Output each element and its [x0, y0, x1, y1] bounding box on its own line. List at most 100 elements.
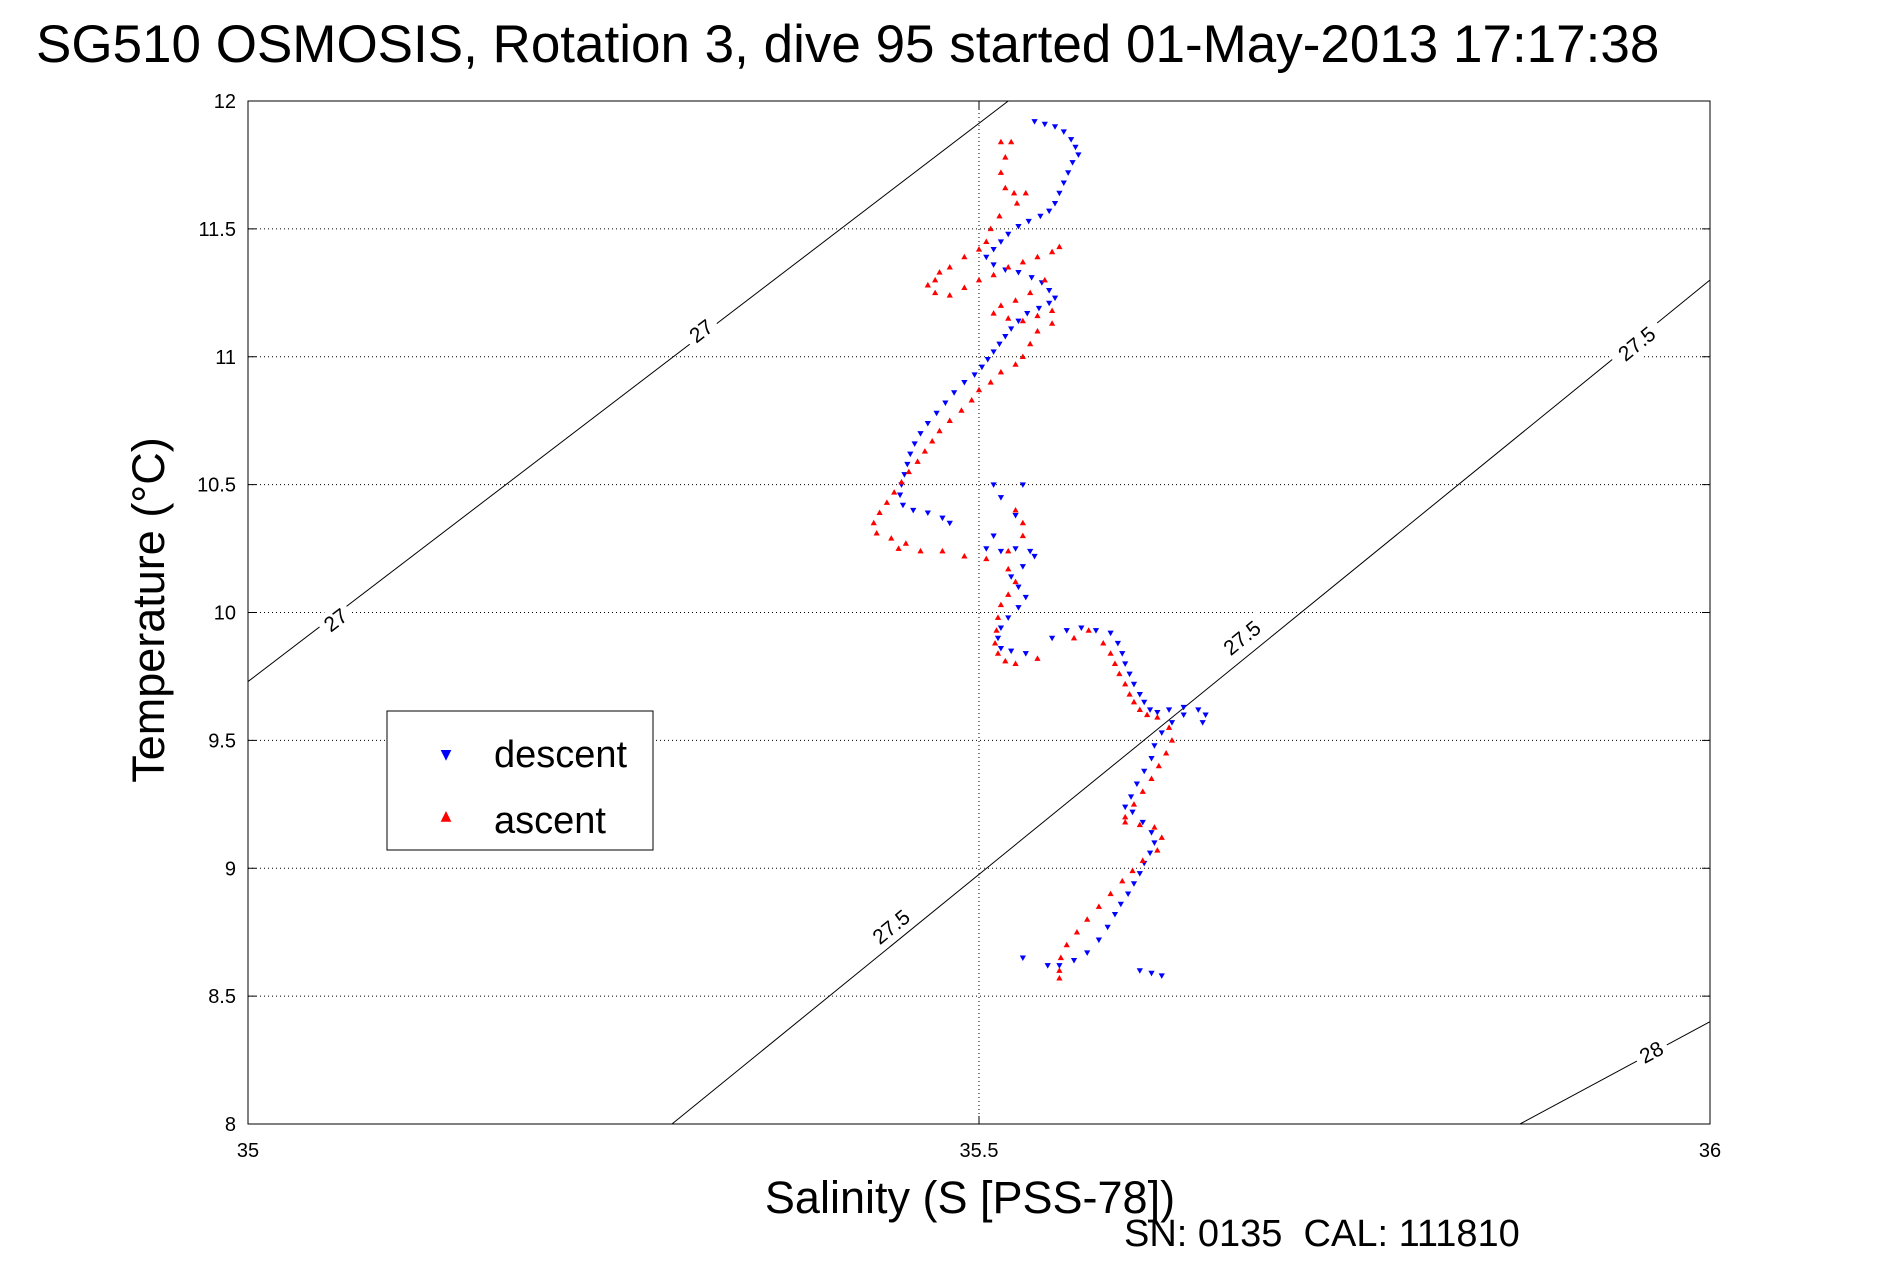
descent-point [924, 510, 931, 516]
ascent-point [1111, 660, 1119, 666]
descent-point [1202, 712, 1209, 719]
ascent-point [1034, 312, 1041, 319]
ascent-point [1005, 315, 1012, 321]
ascent-point [1022, 189, 1029, 196]
descent-point [1015, 270, 1022, 276]
ascent-point [1041, 276, 1048, 283]
x-axis-label: Salinity (S [PSS-78]) [765, 1172, 1175, 1223]
data-series [870, 119, 1209, 981]
descent-point [997, 625, 1005, 632]
contour-label-background [1630, 1032, 1673, 1072]
descent-point [1125, 891, 1132, 898]
descent-point [1151, 743, 1158, 749]
ascent-point [994, 614, 1002, 620]
ascent-point [1013, 200, 1021, 206]
descent-point [983, 254, 990, 261]
descent-point [1111, 911, 1119, 918]
ascent-point [1002, 657, 1009, 664]
descent-point [942, 400, 949, 406]
ascent-point [1084, 916, 1091, 922]
descent-point [1114, 640, 1122, 647]
descent-point [1168, 720, 1176, 726]
descent-point [1046, 208, 1053, 215]
descent-point [1025, 218, 1032, 225]
legend: ▼ descent ▲ ascent [386, 710, 654, 851]
descent-point [911, 441, 918, 447]
descent-point [1136, 871, 1143, 877]
ascent-point [1163, 749, 1170, 756]
ascent-point [1056, 967, 1063, 973]
ascent-point [961, 253, 968, 260]
descent-point [1056, 190, 1063, 197]
descent-point [924, 420, 931, 427]
ascent-point [1048, 307, 1056, 314]
ascent-point [1122, 819, 1129, 825]
ascent-point [1070, 634, 1078, 641]
descent-point [1028, 275, 1035, 281]
descent-point [1146, 707, 1154, 713]
descent-point [1041, 121, 1048, 128]
descent-point [961, 380, 968, 386]
density-contour-line [671, 279, 1711, 1125]
ascent-point [1019, 258, 1026, 265]
ascent-point [1005, 591, 1012, 597]
descent-point [984, 357, 991, 363]
ascent-point [1012, 660, 1019, 666]
ascent-point [975, 246, 983, 252]
descent-point [1126, 671, 1133, 678]
ascent-point [1139, 788, 1146, 794]
descent-point [1148, 970, 1155, 977]
descent-point [933, 410, 940, 417]
descent-point [1015, 605, 1022, 611]
ascent-point [983, 555, 990, 562]
ascent-point [1154, 714, 1161, 720]
descent-point [1046, 300, 1053, 307]
ascent-point [891, 489, 898, 495]
descent-point [1127, 794, 1135, 800]
descent-point [1092, 628, 1100, 634]
descent-point [1130, 881, 1138, 887]
ascent-point [997, 368, 1005, 375]
y-tick-label: 9.5 [208, 730, 236, 752]
ascent-point [1154, 847, 1161, 853]
descent-point [1051, 124, 1059, 130]
descent-point [997, 495, 1005, 501]
ascent-point [932, 289, 939, 296]
chart-title: SG510 OSMOSIS, Rotation 3, dive 95 start… [36, 15, 1659, 74]
ascent-point [1008, 138, 1015, 145]
descent-point [1136, 692, 1143, 698]
descent-point [1015, 224, 1022, 230]
descent-point [1199, 720, 1206, 726]
ascent-point [1048, 320, 1056, 326]
ascent-point [1005, 547, 1012, 554]
ascent-point [946, 417, 953, 423]
descent-point [1139, 819, 1146, 826]
ascent-point [991, 639, 999, 646]
descent-point [1072, 144, 1079, 151]
descent-point [1136, 968, 1143, 974]
descent-point [1158, 730, 1165, 736]
ascent-point [968, 397, 975, 403]
descent-point [1031, 119, 1038, 125]
ascent-point [1012, 361, 1019, 367]
ascent-point [876, 509, 883, 516]
ascent-point [1019, 353, 1026, 360]
ascent-point [929, 437, 936, 444]
ascent-point [898, 478, 905, 485]
y-axis-label: Temperature (°C) [123, 437, 174, 783]
ascent-point [1027, 289, 1034, 296]
ascent-point [1002, 184, 1009, 191]
ascent-point [1056, 975, 1063, 981]
ascent-point [917, 547, 924, 554]
ascent-point [1012, 297, 1019, 303]
contour-label-background [314, 599, 358, 641]
ascent-point [1136, 706, 1143, 712]
ascent-point [1010, 189, 1018, 196]
descent-point [1133, 781, 1141, 788]
x-tick-label: 35.5 [960, 1140, 999, 1162]
ascent-point [983, 238, 990, 244]
descent-point [1051, 201, 1059, 207]
contour-label-background [1211, 609, 1273, 667]
descent-point [1154, 709, 1161, 716]
ascent-point [936, 427, 943, 434]
